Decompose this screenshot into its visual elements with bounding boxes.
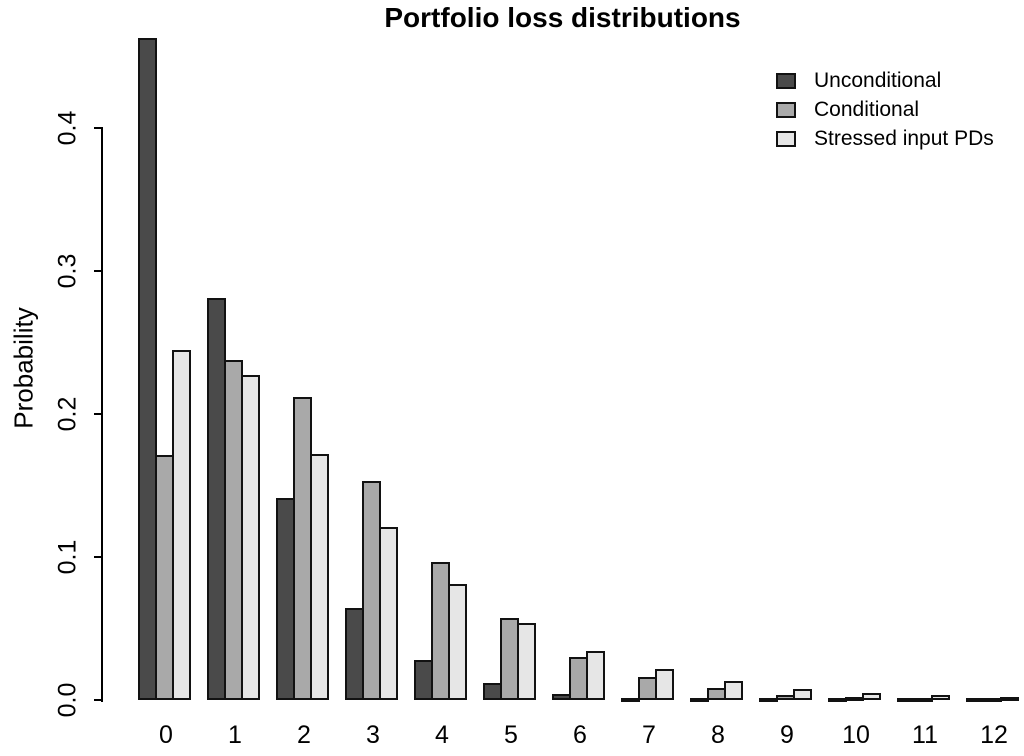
x-tick-label: 4: [435, 721, 449, 749]
legend-label: Unconditional: [814, 68, 942, 92]
y-axis-tick: [94, 699, 102, 701]
y-tick-label: 0.3: [53, 253, 82, 289]
bar: [448, 584, 467, 700]
bar: [655, 668, 674, 700]
y-axis-title: Probability: [8, 307, 39, 429]
y-axis-line: [101, 127, 103, 702]
x-tick-label: 3: [366, 721, 380, 749]
legend-label: Conditional: [814, 97, 920, 121]
legend-swatch: [776, 130, 796, 147]
y-tick-label: 0.2: [53, 396, 82, 432]
x-tick-label: 8: [711, 721, 725, 749]
bar: [379, 526, 398, 700]
bar: [690, 698, 709, 702]
y-axis-tick: [94, 413, 102, 415]
x-tick-label: 2: [297, 721, 311, 749]
x-tick-label: 11: [912, 721, 938, 749]
chart-title: Portfolio loss distributions: [384, 2, 741, 33]
legend-swatch: [776, 72, 796, 89]
bar: [759, 698, 778, 702]
bar: [310, 454, 329, 700]
x-tick-label: 9: [780, 721, 794, 749]
x-tick-label: 10: [842, 721, 870, 749]
y-tick-label: 0.4: [53, 110, 82, 146]
y-axis-tick: [94, 556, 102, 558]
x-tick-label: 0: [159, 721, 173, 749]
bar: [931, 695, 950, 700]
bar: [724, 680, 743, 700]
legend-item: Stressed input PDs: [776, 124, 994, 153]
y-axis-tick: [94, 127, 102, 129]
legend: Unconditional Conditional Stressed input P…: [776, 66, 994, 153]
x-tick-label: 1: [228, 721, 242, 749]
bar: [172, 349, 191, 700]
y-tick-label: 0.1: [53, 539, 82, 575]
bar: [793, 688, 812, 700]
x-tick-label: 5: [504, 721, 518, 749]
x-tick-label: 6: [573, 721, 587, 749]
y-axis-tick: [94, 270, 102, 272]
bar: [517, 622, 536, 700]
bar: [586, 651, 605, 700]
bar: [138, 37, 157, 700]
x-tick-label: 12: [980, 721, 1008, 749]
y-tick-label: 0.0: [53, 682, 82, 718]
legend-item: Conditional: [776, 95, 994, 124]
legend-item: Unconditional: [776, 66, 994, 95]
bar: [241, 375, 260, 700]
legend-swatch: [776, 101, 796, 118]
legend-label: Stressed input PDs: [814, 126, 994, 150]
bar: [914, 698, 933, 702]
bar: [1000, 697, 1019, 702]
x-tick-label: 7: [642, 721, 656, 749]
bar: [862, 692, 881, 700]
